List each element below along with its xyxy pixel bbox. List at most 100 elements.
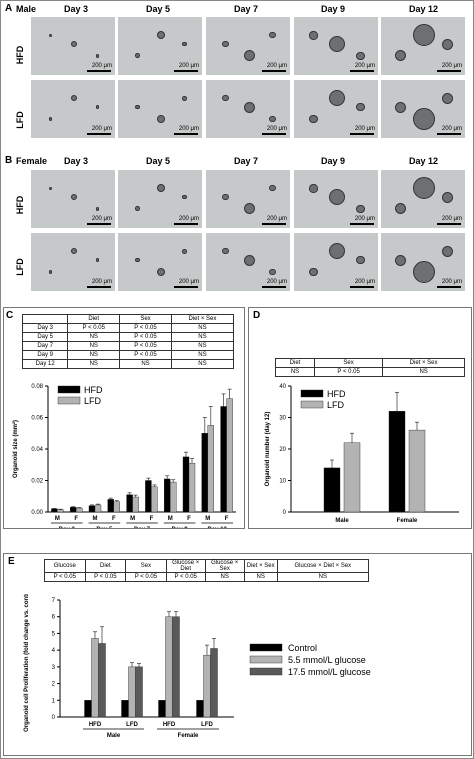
panel-b-label: B (5, 155, 13, 166)
organoid-shape (356, 102, 365, 112)
bar (57, 509, 64, 513)
bar (188, 462, 196, 513)
organoid-shape (243, 203, 255, 215)
y-tick-label: 30 (279, 416, 286, 422)
panel-c: C Diet Sex Diet × Sex Day 3 P < 0.05 P <… (3, 307, 245, 529)
organoid-shape (243, 50, 255, 62)
table-cell: P < 0.05 (119, 350, 172, 360)
organoid-shape (135, 206, 140, 212)
bar (203, 654, 211, 718)
panel-a-day-header: Day 12 (409, 4, 439, 14)
table-header-cell: Diet × Sex (170, 314, 235, 324)
table-row: NS P < 0.05 NS (275, 367, 465, 377)
x-tick-label: F (74, 516, 78, 522)
x-tick-label: M (55, 516, 60, 522)
bar (145, 480, 152, 513)
table-header-row: Glucose Diet Sex Glucose × Diet Glucose … (44, 559, 370, 573)
scale-bar (350, 223, 374, 225)
table-row: Day 5 NS P < 0.05 NS (21, 332, 235, 342)
group-label: Day 12 (208, 527, 228, 528)
organoid-shape (394, 203, 406, 215)
legend-label: HFD (327, 389, 346, 399)
panel-b-row-label-lfd: LFD (15, 258, 25, 276)
bar (172, 616, 180, 718)
bar (408, 429, 426, 513)
x-tick-label: LFD (201, 722, 213, 728)
scale-bar (350, 133, 374, 135)
organoid-shape (157, 114, 165, 123)
group-label: Day 5 (96, 527, 113, 528)
organoid-shape (442, 245, 454, 257)
table-header-cell: Sex (119, 314, 172, 324)
y-tick-label: 7 (52, 598, 56, 604)
table-cell: NS (170, 341, 235, 351)
scale-bar (262, 133, 286, 135)
bar (51, 508, 58, 513)
scale-bar (87, 286, 111, 288)
organoid-shape (243, 101, 255, 113)
organoid-shape (442, 38, 454, 50)
panel-a-sex-label: Male (16, 4, 37, 14)
table-cell: NS (243, 572, 278, 582)
scale-bar (262, 223, 286, 225)
panel-b-sex-label: Female (16, 156, 48, 166)
panel-b-day-header: Day 12 (409, 156, 439, 166)
organoid-shape (71, 194, 77, 201)
table-header-cell: Glucose (44, 559, 86, 573)
table-cell: Day 9 (21, 350, 69, 360)
table-cell: NS (67, 350, 121, 360)
x-tick-label: M (205, 516, 210, 522)
organoid-shape (135, 53, 140, 59)
organoid-shape (222, 248, 229, 255)
bar (343, 442, 361, 513)
table-header-cell: Sex (313, 358, 384, 368)
group-label: Male (107, 733, 121, 739)
micrograph-image: 200 μm (294, 17, 378, 75)
organoid-shape (269, 32, 276, 39)
table-header-cell: Diet × Sex (382, 358, 465, 368)
micrograph-image: 200 μm (31, 233, 115, 291)
y-tick-label: 4 (52, 648, 56, 654)
scale-bar (350, 70, 374, 72)
scale-bar-label: 200 μm (266, 126, 287, 132)
bar (158, 700, 166, 718)
bar (163, 478, 171, 513)
bar (94, 504, 102, 513)
table-cell: Day 7 (21, 341, 69, 351)
panel-e: E Glucose Diet Sex Glucose × Diet Glucos… (3, 553, 472, 756)
organoid-shape (182, 41, 187, 47)
bar (121, 700, 129, 718)
panel-e-stats-table: Glucose Diet Sex Glucose × Diet Glucose … (44, 559, 370, 582)
panel-a-label: A (5, 3, 13, 14)
y-tick-label: 40 (279, 384, 286, 390)
scale-bar-label: 200 μm (354, 279, 375, 285)
y-tick-label: 3 (52, 665, 56, 671)
organoid-shape (269, 268, 276, 275)
bar (88, 505, 96, 513)
table-cell: P < 0.05 (165, 572, 206, 582)
organoid-shape (222, 41, 229, 48)
legend-swatch (300, 389, 324, 398)
micrograph-image: 200 μm (31, 80, 115, 138)
bar (84, 700, 92, 718)
organoid-shape (48, 186, 53, 191)
organoid-shape (71, 248, 77, 255)
y-axis-label: Organoid number (day 12) (265, 412, 271, 487)
table-header-cell: Glucose × Diet × Sex (276, 559, 370, 573)
organoid-shape (394, 50, 406, 62)
x-tick-label: M (93, 516, 98, 522)
organoid-shape (442, 92, 454, 104)
table-cell: Day 12 (21, 359, 69, 369)
x-tick-label: F (225, 516, 229, 522)
group-label: Day 9 (172, 527, 189, 528)
table-cell: P < 0.05 (119, 341, 172, 351)
organoid-shape (182, 194, 187, 200)
micrograph-image: 200 μm (381, 170, 465, 228)
scale-bar-label: 200 μm (178, 63, 199, 69)
micrograph-image: 200 μm (118, 170, 202, 228)
bar (91, 638, 99, 718)
organoid-shape (394, 254, 406, 266)
bar (182, 456, 190, 513)
panel-a-day-header: Day 7 (234, 4, 259, 14)
legend-label: LFD (84, 396, 102, 406)
